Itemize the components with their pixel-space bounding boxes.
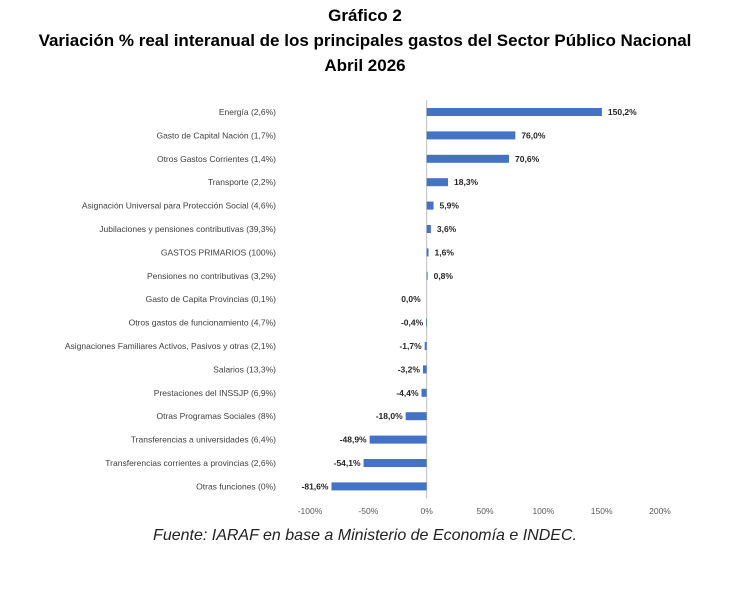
category-label: Otras funciones (0%) — [196, 481, 276, 491]
category-label: Asignación Universal para Protección Soc… — [82, 201, 276, 211]
category-label: Prestaciones del INSSJP (6,9%) — [154, 388, 276, 398]
bar — [421, 388, 427, 397]
chart-source: Fuente: IARAF en base a Ministerio de Ec… — [153, 527, 577, 544]
value-label: -0,4% — [401, 318, 424, 328]
bar — [426, 178, 449, 187]
value-label: 3,6% — [437, 224, 457, 234]
category-label: Otros gastos de funcionamiento (4,7%) — [129, 318, 277, 328]
chart-period: Abril 2026 — [324, 56, 406, 75]
category-label: Pensiones no contributivas (3,2%) — [147, 271, 276, 281]
value-label: -1,7% — [399, 341, 422, 351]
value-label: -54,1% — [334, 458, 361, 468]
x-tick-label: 150% — [591, 506, 613, 516]
bar — [426, 318, 427, 327]
category-label: Otros Gastos Corrientes (1,4%) — [157, 154, 276, 164]
x-tick-label: 50% — [476, 506, 493, 516]
value-label: 70,6% — [515, 154, 540, 164]
value-label: 0,0% — [401, 294, 421, 304]
category-label: Salarios (13,3%) — [213, 364, 276, 374]
value-label: 150,2% — [608, 107, 637, 117]
value-label: 0,8% — [434, 271, 454, 281]
bar — [331, 482, 427, 491]
bar — [369, 435, 427, 444]
bar — [405, 412, 427, 421]
value-label: -4,4% — [396, 388, 419, 398]
value-label: 5,9% — [440, 201, 460, 211]
x-tick-label: 0% — [421, 506, 434, 516]
bar — [426, 248, 429, 257]
category-label: Transporte (2,2%) — [208, 177, 276, 187]
bar — [422, 365, 427, 374]
value-label: -48,9% — [340, 435, 367, 445]
value-label: 76,0% — [521, 130, 546, 140]
category-label: Transferencias corrientes a provincias (… — [105, 458, 276, 468]
bar — [426, 201, 434, 210]
x-tick-label: 200% — [649, 506, 671, 516]
chart-title: Variación % real interanual de los princ… — [38, 31, 692, 50]
bar — [426, 108, 602, 116]
value-label: -81,6% — [302, 481, 329, 491]
bar — [426, 225, 431, 233]
chart-label: Gráfico 2 — [328, 6, 402, 25]
bar — [363, 459, 427, 467]
value-label: -3,2% — [398, 364, 421, 374]
category-label: Asignaciones Familiares Activos, Pasivos… — [65, 341, 276, 351]
bar — [426, 154, 510, 163]
bar — [424, 342, 427, 350]
category-label: Jubilaciones y pensiones contributivas (… — [99, 224, 276, 234]
value-label: 1,6% — [435, 247, 455, 257]
category-label: Gasto de Capita Provincias (0,1%) — [146, 294, 277, 304]
value-label: -18,0% — [376, 411, 403, 421]
category-label: GASTOS PRIMARIOS (100%) — [161, 247, 276, 257]
category-label: Energía (2,6%) — [219, 107, 276, 117]
x-tick-label: -50% — [358, 506, 378, 516]
x-tick-label: 100% — [532, 506, 554, 516]
category-label: Otras Programas Sociales (8%) — [156, 411, 276, 421]
bar — [426, 271, 428, 280]
category-label: Transferencias a universidades (6,4%) — [131, 435, 276, 445]
x-tick-label: -100% — [298, 506, 323, 516]
category-label: Gasto de Capital Nación (1,7%) — [156, 130, 276, 140]
value-label: 18,3% — [454, 177, 479, 187]
bar — [426, 131, 516, 140]
